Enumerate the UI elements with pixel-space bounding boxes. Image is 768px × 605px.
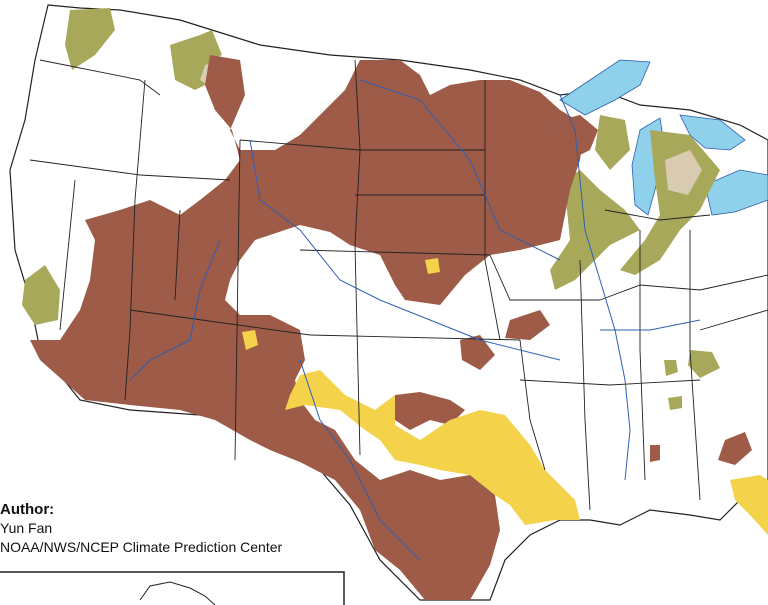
credit-name: Yun Fan	[0, 520, 53, 536]
credit-heading: Author:	[0, 501, 55, 518]
credit-org: NOAA/NWS/NCEP Climate Prediction Center	[0, 539, 283, 555]
rivers	[129, 79, 701, 561]
brown-areas	[30, 55, 752, 600]
credit-block: Author: Yun Fan NOAA/NWS/NCEP Climate Pr…	[0, 500, 282, 557]
state-borders	[29, 59, 768, 511]
inset-shape	[139, 581, 216, 605]
inset-box	[0, 571, 345, 605]
